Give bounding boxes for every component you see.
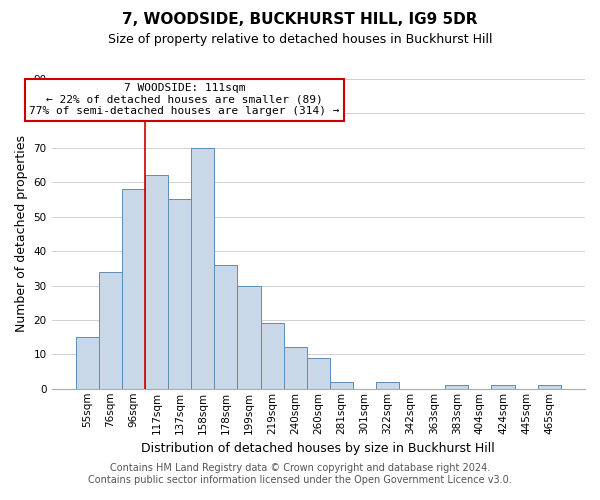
Text: 7 WOODSIDE: 111sqm
← 22% of detached houses are smaller (89)
77% of semi-detache: 7 WOODSIDE: 111sqm ← 22% of detached hou…: [29, 83, 340, 116]
Bar: [284, 348, 307, 389]
Bar: [376, 382, 399, 389]
Bar: [260, 324, 284, 389]
Bar: [330, 382, 353, 389]
Bar: [238, 286, 260, 389]
Bar: [145, 176, 168, 389]
Bar: [76, 337, 99, 389]
Bar: [491, 386, 515, 389]
Bar: [168, 200, 191, 389]
Bar: [214, 265, 238, 389]
Bar: [307, 358, 330, 389]
Text: 7, WOODSIDE, BUCKHURST HILL, IG9 5DR: 7, WOODSIDE, BUCKHURST HILL, IG9 5DR: [122, 12, 478, 28]
Bar: [538, 386, 561, 389]
Y-axis label: Number of detached properties: Number of detached properties: [15, 136, 28, 332]
X-axis label: Distribution of detached houses by size in Buckhurst Hill: Distribution of detached houses by size …: [142, 442, 495, 455]
Bar: [122, 189, 145, 389]
Bar: [445, 386, 469, 389]
Bar: [99, 272, 122, 389]
Text: Contains HM Land Registry data © Crown copyright and database right 2024.
Contai: Contains HM Land Registry data © Crown c…: [88, 464, 512, 485]
Text: Size of property relative to detached houses in Buckhurst Hill: Size of property relative to detached ho…: [108, 32, 492, 46]
Bar: [191, 148, 214, 389]
